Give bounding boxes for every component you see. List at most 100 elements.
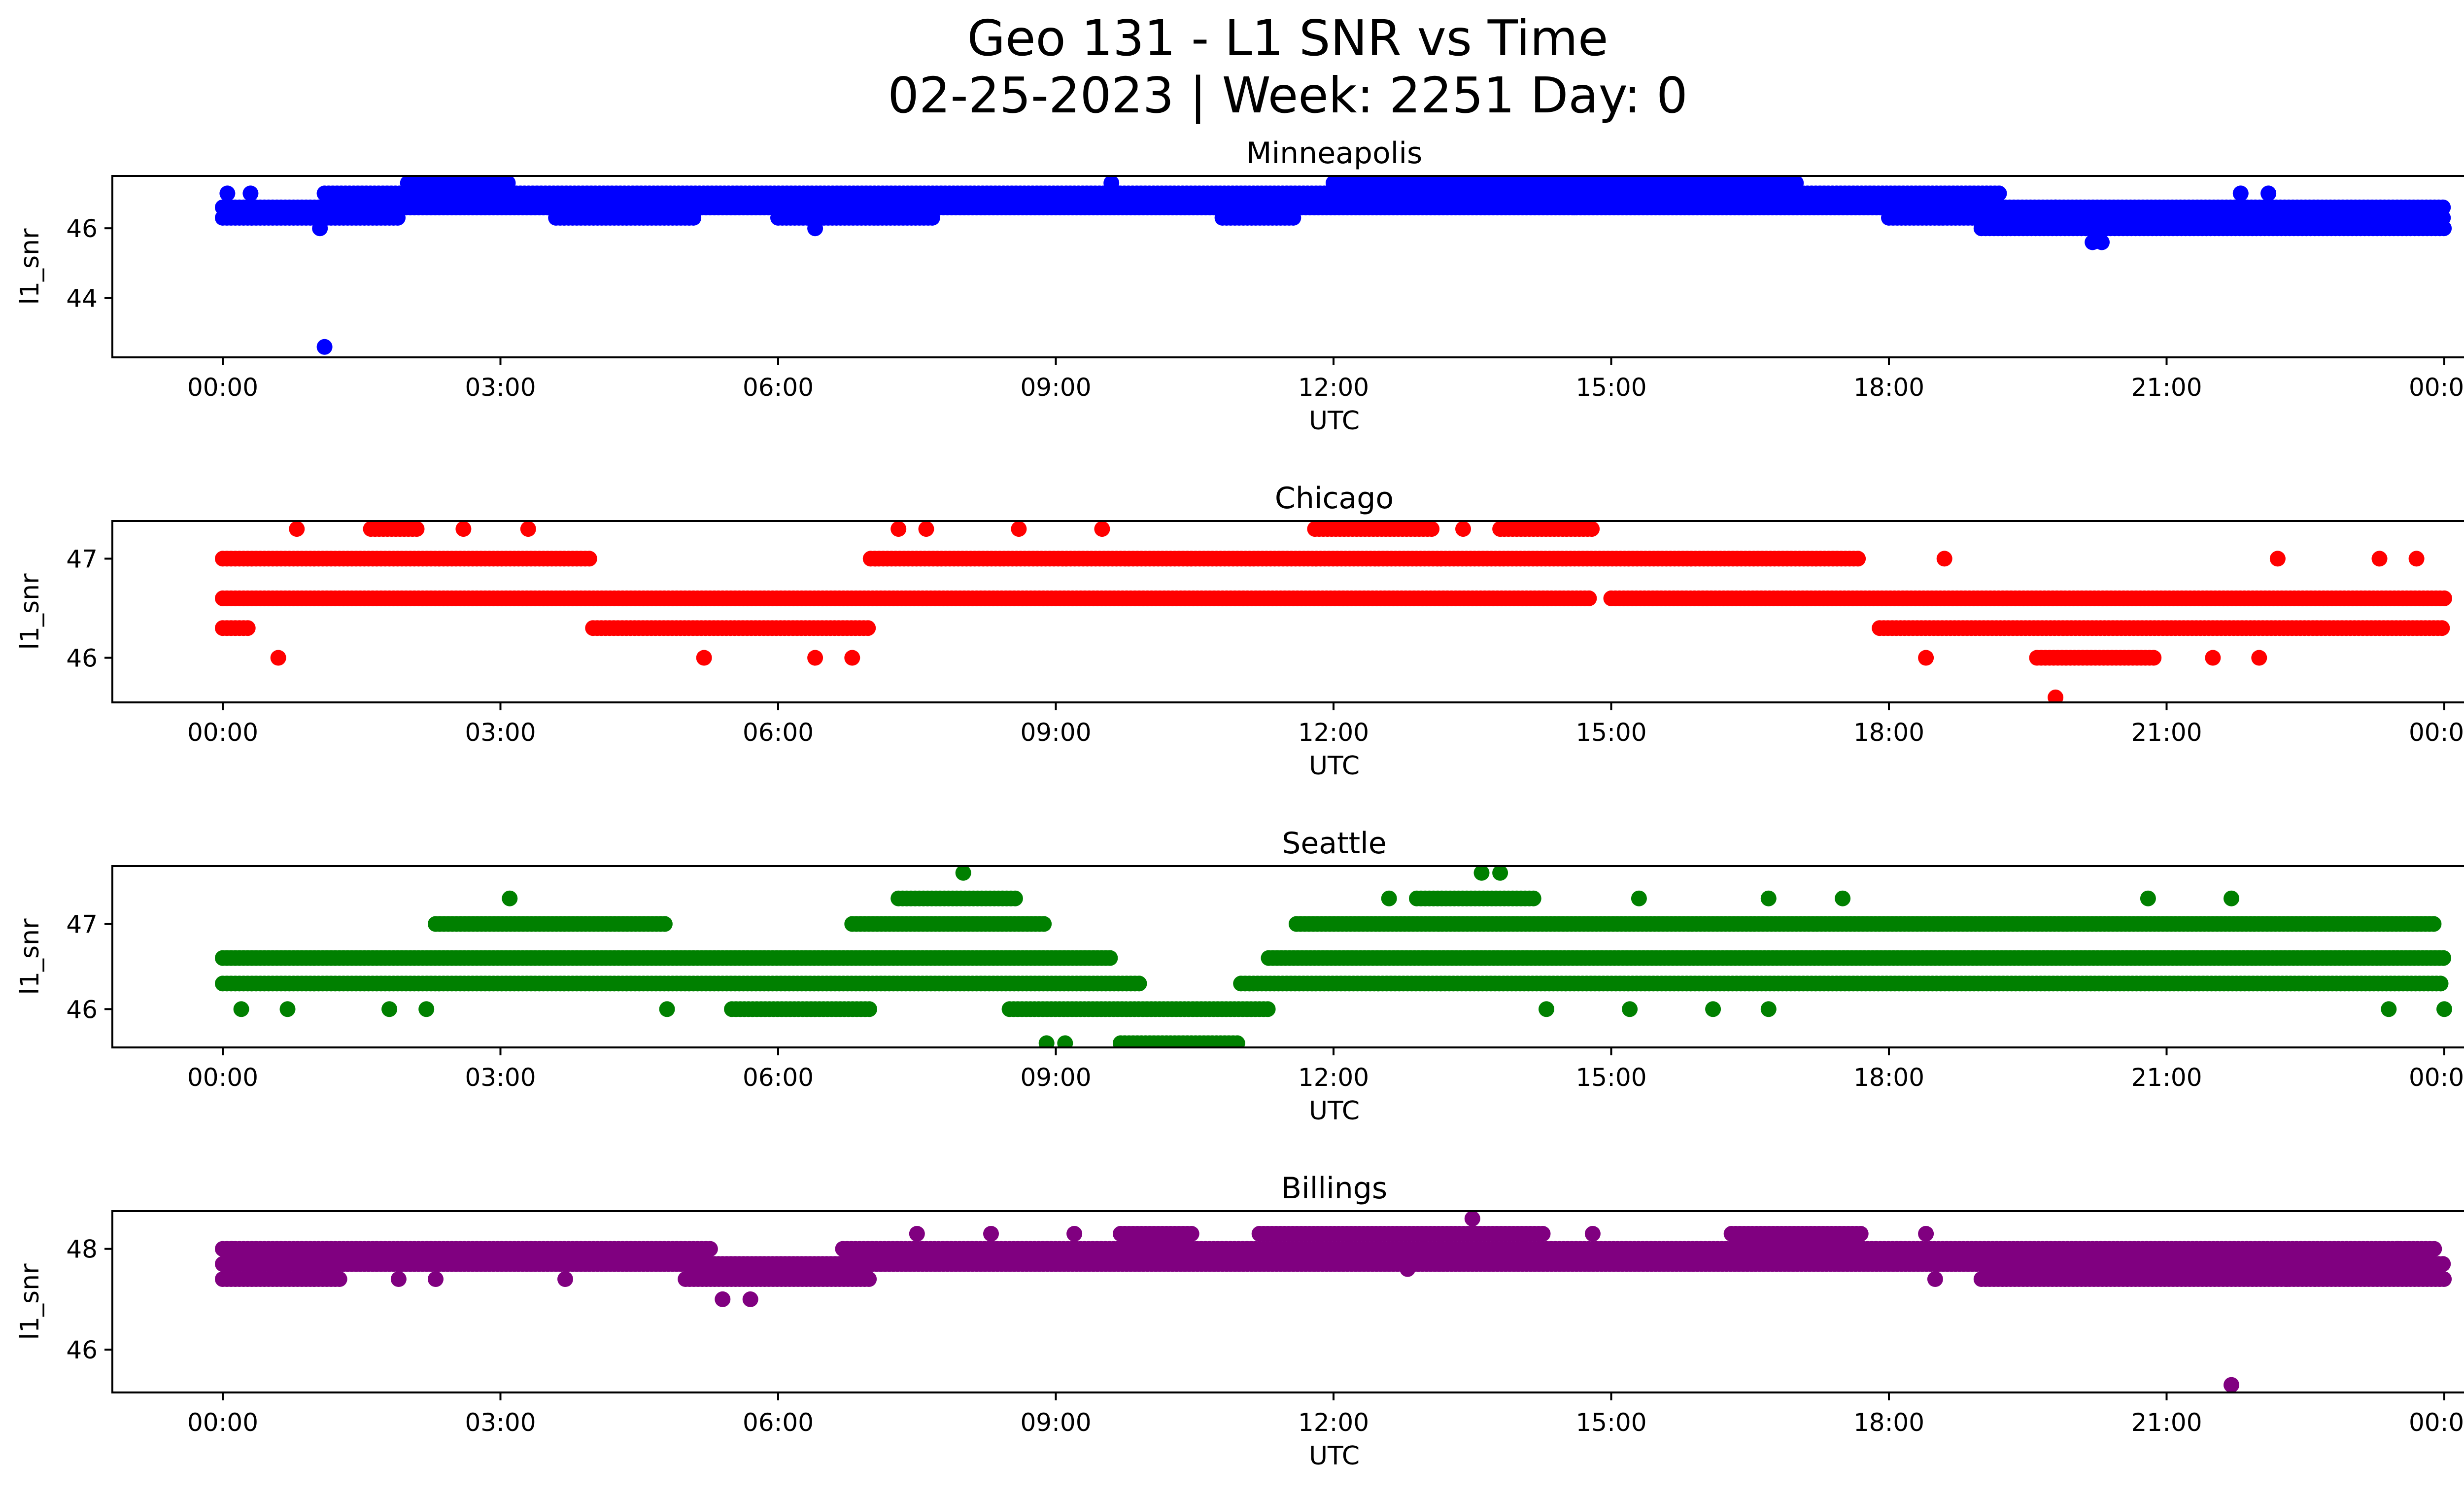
point-run bbox=[844, 916, 1052, 932]
panel-title: Minneapolis bbox=[1246, 136, 1423, 171]
panel-title: Billings bbox=[1281, 1171, 1387, 1206]
x-tick-label: 18:00 bbox=[1853, 718, 1924, 747]
y-tick-label: 47 bbox=[66, 910, 98, 939]
x-tick-label: 00:00 bbox=[2409, 373, 2464, 402]
y-tick-label: 47 bbox=[66, 545, 98, 573]
point-run bbox=[1113, 1035, 1245, 1047]
point-run bbox=[1307, 521, 1440, 537]
point-run bbox=[1872, 620, 2450, 636]
data-point bbox=[2436, 220, 2452, 237]
data-point bbox=[1131, 975, 1147, 992]
x-tick-label: 12:00 bbox=[1298, 1063, 1369, 1092]
data-point bbox=[1539, 1001, 1554, 1017]
figure-title-line-2: 02-25-2023 | Week: 2251 Day: 0 bbox=[888, 67, 1687, 124]
data-point bbox=[1760, 1001, 1777, 1017]
x-tick-label: 03:00 bbox=[465, 1063, 536, 1092]
data-point bbox=[1455, 521, 1471, 537]
data-point bbox=[2140, 890, 2156, 906]
data-point bbox=[1011, 521, 1027, 537]
data-point bbox=[1473, 866, 1490, 881]
data-point bbox=[1705, 1001, 1721, 1017]
point-run bbox=[1603, 590, 2452, 606]
figure-title-line-1: Geo 131 - L1 SNR vs Time bbox=[967, 9, 1608, 67]
data-point bbox=[1102, 950, 1118, 966]
x-tick-label: 15:00 bbox=[1575, 1063, 1646, 1092]
data-point bbox=[659, 1001, 675, 1017]
data-point bbox=[807, 650, 823, 666]
point-run bbox=[548, 209, 702, 226]
data-point bbox=[2094, 234, 2110, 250]
data-point bbox=[581, 551, 597, 567]
data-point bbox=[242, 185, 259, 202]
data-point bbox=[312, 220, 328, 237]
point-run bbox=[1233, 975, 2449, 992]
data-point bbox=[500, 176, 516, 191]
data-point bbox=[2426, 916, 2442, 932]
data-point bbox=[233, 1001, 249, 1017]
point-run bbox=[363, 521, 425, 537]
x-axis-label: UTC bbox=[1309, 751, 1360, 781]
point-run bbox=[1288, 916, 2442, 932]
point-run bbox=[215, 551, 597, 567]
data-point bbox=[1229, 1035, 1245, 1047]
data-point bbox=[1492, 866, 1508, 881]
point-run bbox=[215, 1241, 718, 1257]
data-point bbox=[696, 650, 712, 666]
y-tick-label: 46 bbox=[66, 214, 98, 243]
data-point bbox=[1991, 185, 2007, 202]
x-tick-label: 00:00 bbox=[2409, 718, 2464, 747]
panel-title: Chicago bbox=[1275, 481, 1394, 516]
data-point bbox=[502, 890, 518, 906]
subplot-panels: Minneapolis 00:00 03:00 06:00 09:00 12:00 15:0… bbox=[15, 136, 2464, 1471]
data-point bbox=[1760, 890, 1777, 906]
point-run bbox=[862, 551, 1866, 567]
x-tick-label: 21:00 bbox=[2131, 373, 2202, 402]
data-point bbox=[381, 1001, 398, 1017]
data-point bbox=[219, 185, 236, 202]
point-run bbox=[215, 590, 1597, 606]
data-point bbox=[685, 209, 702, 226]
data-point bbox=[2232, 185, 2249, 202]
y-axis-label: l1_snr bbox=[15, 918, 45, 995]
y-tick-label: 46 bbox=[66, 995, 98, 1024]
x-tick-label: 06:00 bbox=[743, 718, 814, 747]
point-run bbox=[1973, 220, 2452, 237]
data-point bbox=[2260, 185, 2277, 202]
data-point bbox=[455, 521, 472, 537]
x-tick-label: 12:00 bbox=[1298, 718, 1369, 747]
data-point bbox=[1788, 176, 1804, 191]
x-tick-label: 00:00 bbox=[187, 373, 258, 402]
data-points bbox=[215, 176, 2452, 355]
x-tick-label: 21:00 bbox=[2131, 1063, 2202, 1092]
data-point bbox=[1381, 890, 1397, 906]
data-point bbox=[2269, 551, 2286, 567]
y-axis-label: l1_snr bbox=[15, 573, 45, 650]
data-point bbox=[2436, 590, 2452, 606]
x-tick-label: 06:00 bbox=[743, 1063, 814, 1092]
data-point bbox=[2048, 199, 2064, 215]
panel-title: Seattle bbox=[1282, 826, 1386, 861]
data-point bbox=[1424, 521, 1440, 537]
data-point bbox=[807, 220, 823, 237]
point-run bbox=[1001, 1001, 1276, 1017]
data-point bbox=[844, 650, 860, 666]
point-run bbox=[1261, 950, 2452, 966]
data-point bbox=[1622, 1001, 1638, 1017]
data-point bbox=[1260, 1001, 1276, 1017]
data-point bbox=[1094, 521, 1110, 537]
data-point bbox=[1850, 551, 1866, 567]
x-tick-label: 09:00 bbox=[1020, 718, 1091, 747]
data-point bbox=[2048, 689, 2064, 702]
x-tick-label: 18:00 bbox=[1853, 1063, 1924, 1092]
data-point bbox=[2434, 620, 2450, 636]
data-point bbox=[316, 339, 333, 355]
data-point bbox=[1835, 890, 1851, 906]
y-tick-label: 44 bbox=[66, 284, 98, 313]
x-tick-label: 03:00 bbox=[465, 373, 536, 402]
data-point bbox=[409, 521, 425, 537]
data-point bbox=[656, 916, 673, 932]
data-point bbox=[270, 650, 286, 666]
